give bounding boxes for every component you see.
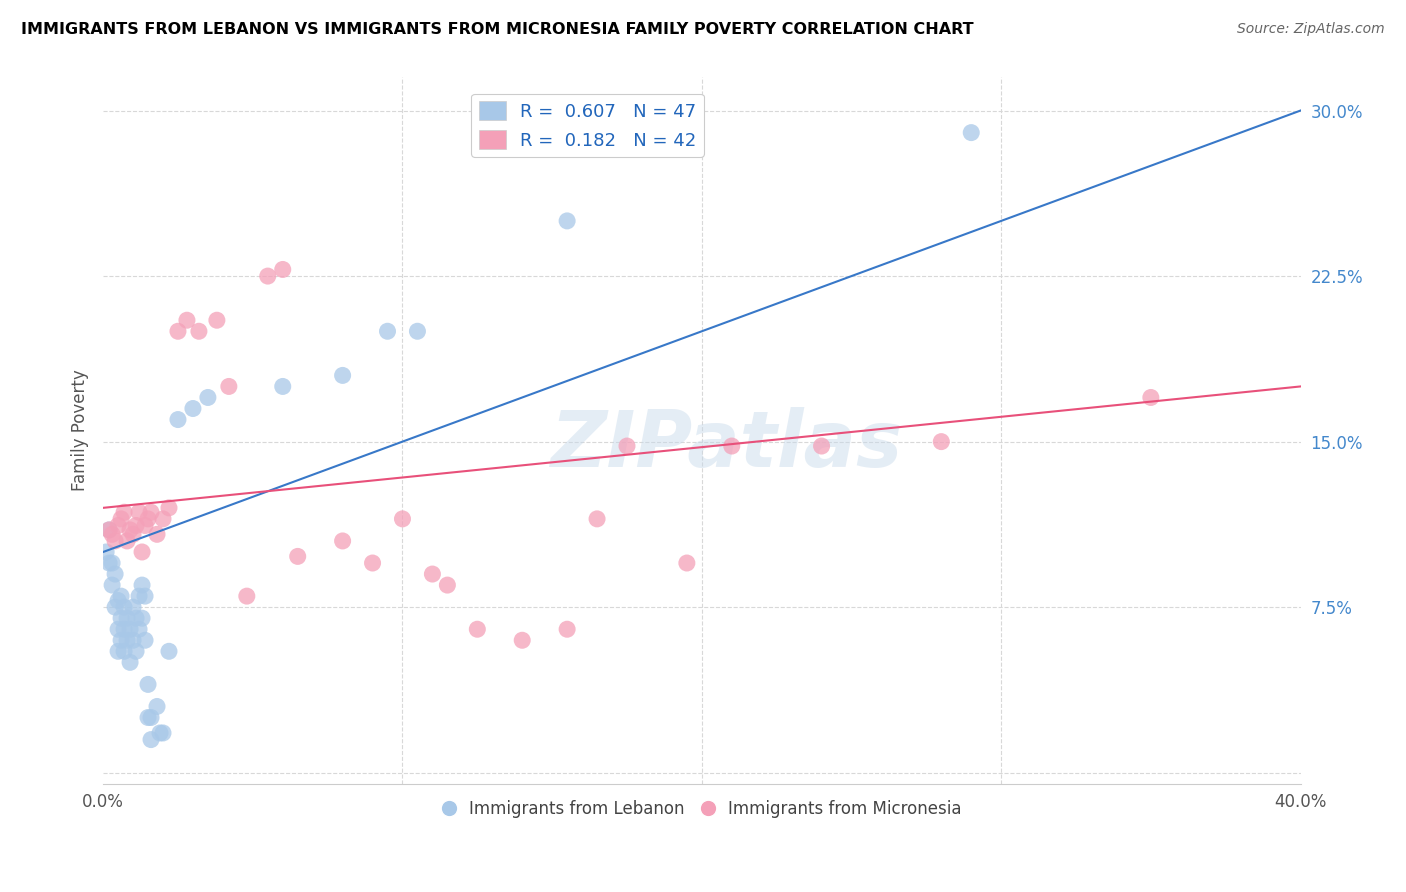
Point [167, 412, 190, 426]
Point [960, 126, 983, 140]
Point [122, 600, 145, 615]
Point [134, 589, 156, 603]
Point [98, 523, 121, 537]
Point [98, 556, 121, 570]
Point [110, 512, 132, 526]
Point [167, 324, 190, 338]
Point [104, 533, 127, 548]
Point [422, 567, 444, 582]
Point [361, 556, 384, 570]
Point [110, 589, 132, 603]
Point [98, 523, 121, 537]
Point [391, 512, 413, 526]
Point [929, 434, 952, 449]
Point [120, 656, 142, 670]
Legend: Immigrants from Lebanon, Immigrants from Micronesia: Immigrants from Lebanon, Immigrants from… [436, 794, 967, 825]
Point [101, 578, 124, 592]
Point [676, 556, 699, 570]
Point [107, 518, 129, 533]
Point [115, 533, 138, 548]
Point [205, 313, 228, 327]
Point [139, 505, 162, 519]
Point [157, 500, 180, 515]
Point [152, 512, 174, 526]
Point [181, 401, 204, 416]
Point [377, 324, 399, 338]
Text: Source: ZipAtlas.com: Source: ZipAtlas.com [1237, 22, 1385, 37]
Point [187, 324, 209, 338]
Point [107, 593, 129, 607]
Point [110, 633, 132, 648]
Point [146, 527, 169, 541]
Point [125, 644, 148, 658]
Point [436, 578, 458, 592]
Point [1140, 391, 1163, 405]
Point [115, 633, 138, 648]
Point [122, 633, 145, 648]
Point [112, 622, 135, 636]
Point [157, 644, 180, 658]
Point [125, 611, 148, 625]
Point [720, 439, 742, 453]
Point [136, 710, 159, 724]
Point [104, 567, 127, 582]
Point [555, 622, 578, 636]
Point [128, 589, 150, 603]
Point [586, 512, 609, 526]
Point [256, 269, 278, 284]
Point [120, 622, 142, 636]
Point [134, 518, 156, 533]
Point [236, 589, 259, 603]
Point [101, 527, 124, 541]
Point [616, 439, 638, 453]
Y-axis label: Family Poverty: Family Poverty [72, 369, 89, 491]
Point [107, 644, 129, 658]
Point [128, 505, 150, 519]
Point [136, 677, 159, 691]
Point [810, 439, 832, 453]
Point [134, 633, 156, 648]
Point [149, 726, 172, 740]
Point [131, 545, 153, 559]
Point [510, 633, 533, 648]
Point [107, 622, 129, 636]
Point [125, 518, 148, 533]
Point [152, 726, 174, 740]
Point [122, 527, 145, 541]
Point [287, 549, 309, 564]
Point [218, 379, 240, 393]
Point [332, 368, 354, 383]
Point [112, 644, 135, 658]
Text: ZIPatlas: ZIPatlas [550, 407, 901, 483]
Point [332, 533, 354, 548]
Point [139, 710, 162, 724]
Point [101, 556, 124, 570]
Point [112, 505, 135, 519]
Point [136, 512, 159, 526]
Point [146, 699, 169, 714]
Point [197, 391, 219, 405]
Point [465, 622, 488, 636]
Point [271, 379, 294, 393]
Point [104, 600, 127, 615]
Point [176, 313, 198, 327]
Point [128, 622, 150, 636]
Point [271, 262, 294, 277]
Point [139, 732, 162, 747]
Point [131, 611, 153, 625]
Point [131, 578, 153, 592]
Point [94, 545, 117, 559]
Point [555, 214, 578, 228]
Text: IMMIGRANTS FROM LEBANON VS IMMIGRANTS FROM MICRONESIA FAMILY POVERTY CORRELATION: IMMIGRANTS FROM LEBANON VS IMMIGRANTS FR… [21, 22, 974, 37]
Point [110, 611, 132, 625]
Point [406, 324, 429, 338]
Point [115, 611, 138, 625]
Point [120, 523, 142, 537]
Point [112, 600, 135, 615]
